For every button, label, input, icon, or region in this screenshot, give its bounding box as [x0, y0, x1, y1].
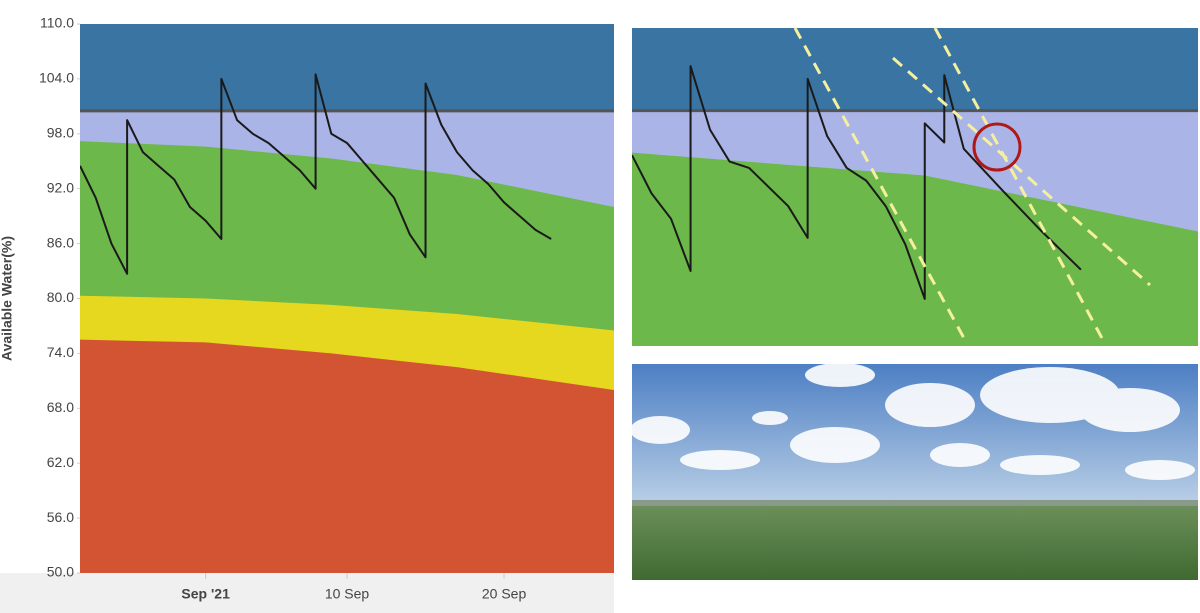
plot-area: [80, 24, 614, 573]
y-tick-label: 80.0: [47, 289, 74, 305]
y-tick-label: 62.0: [47, 454, 74, 470]
y-axis-title: Available Water(%): [0, 236, 15, 361]
band-area: [80, 339, 614, 573]
zoom-plot-area: [632, 28, 1198, 346]
water-line: [632, 65, 1082, 300]
y-tick-label: 56.0: [47, 509, 74, 525]
highlight-circle: [972, 122, 1022, 172]
y-tick-label: 50.0: [47, 564, 74, 580]
y-tick-label: 110.0: [40, 15, 74, 31]
horizon: [632, 500, 1198, 506]
water-line: [80, 73, 552, 275]
y-tick-label: 92.0: [47, 179, 74, 195]
y-tick-label: 86.0: [47, 234, 74, 250]
y-tick-label: 98.0: [47, 125, 74, 141]
x-tick-label: Sep '21: [181, 586, 230, 602]
annotations: [793, 27, 1151, 341]
y-tick-label: 74.0: [47, 344, 74, 360]
y-tick-label: 104.0: [39, 70, 74, 86]
y-tick-label: 68.0: [47, 399, 74, 415]
trend-line: [892, 56, 1151, 287]
wheat-field: [632, 506, 1198, 580]
x-tick-label: 20 Sep: [482, 586, 527, 602]
x-axis-band: [0, 573, 614, 613]
clouds: [630, 363, 1195, 480]
field-photo: [630, 363, 1198, 580]
x-tick-label: 10 Sep: [325, 586, 370, 602]
